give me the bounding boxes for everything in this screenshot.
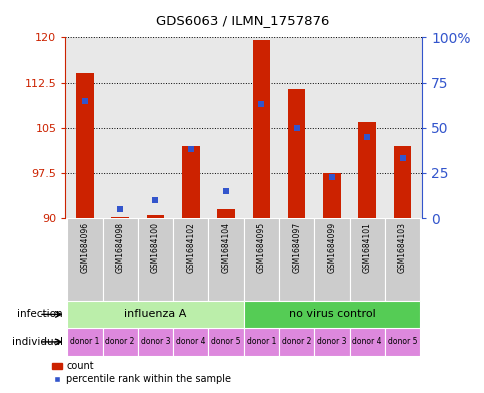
Text: GDS6063 / ILMN_1757876: GDS6063 / ILMN_1757876	[155, 14, 329, 27]
Bar	[146, 215, 164, 218]
Text: influenza A: influenza A	[124, 309, 186, 320]
Bar	[349, 218, 384, 301]
Text: donor 1: donor 1	[246, 338, 275, 346]
Bar	[314, 328, 349, 356]
Text: GSM1684095: GSM1684095	[257, 222, 265, 274]
Text: donor 5: donor 5	[211, 338, 241, 346]
Text: GSM1684104: GSM1684104	[221, 222, 230, 273]
Bar	[349, 328, 384, 356]
Text: infection: infection	[17, 309, 63, 320]
Bar	[384, 218, 419, 301]
Bar	[278, 218, 314, 301]
Text: GSM1684101: GSM1684101	[362, 222, 371, 273]
Bar	[137, 328, 173, 356]
Bar	[217, 209, 234, 218]
Text: donor 3: donor 3	[140, 338, 170, 346]
Bar	[67, 218, 102, 301]
Bar	[243, 328, 278, 356]
Text: donor 1: donor 1	[70, 338, 99, 346]
Bar	[208, 218, 243, 301]
Text: donor 3: donor 3	[317, 338, 346, 346]
Text: GSM1684099: GSM1684099	[327, 222, 336, 274]
Bar	[278, 328, 314, 356]
Bar	[76, 73, 93, 218]
Text: individual: individual	[12, 337, 63, 347]
Legend: count, percentile rank within the sample: count, percentile rank within the sample	[48, 358, 234, 388]
Bar	[393, 146, 410, 218]
Bar	[314, 218, 349, 301]
Text: GSM1684097: GSM1684097	[291, 222, 301, 274]
Text: GSM1684098: GSM1684098	[116, 222, 124, 273]
Text: GSM1684103: GSM1684103	[397, 222, 406, 273]
Bar	[384, 328, 419, 356]
Bar	[111, 217, 129, 218]
Bar	[67, 328, 102, 356]
Text: donor 2: donor 2	[106, 338, 135, 346]
Text: GSM1684102: GSM1684102	[186, 222, 195, 273]
Bar	[102, 218, 137, 301]
Text: donor 2: donor 2	[281, 338, 311, 346]
Text: donor 4: donor 4	[176, 338, 205, 346]
Text: donor 5: donor 5	[387, 338, 416, 346]
Bar	[173, 328, 208, 356]
Bar	[287, 88, 305, 218]
Bar	[182, 146, 199, 218]
Bar	[358, 122, 375, 218]
Text: donor 4: donor 4	[352, 338, 381, 346]
Bar	[67, 301, 243, 328]
Bar	[322, 173, 340, 218]
Bar	[243, 218, 278, 301]
Bar	[208, 328, 243, 356]
Bar	[173, 218, 208, 301]
Text: no virus control: no virus control	[288, 309, 375, 320]
Bar	[252, 40, 270, 218]
Text: GSM1684100: GSM1684100	[151, 222, 160, 273]
Bar	[137, 218, 173, 301]
Text: GSM1684096: GSM1684096	[80, 222, 89, 274]
Bar	[102, 328, 137, 356]
Bar	[243, 301, 419, 328]
